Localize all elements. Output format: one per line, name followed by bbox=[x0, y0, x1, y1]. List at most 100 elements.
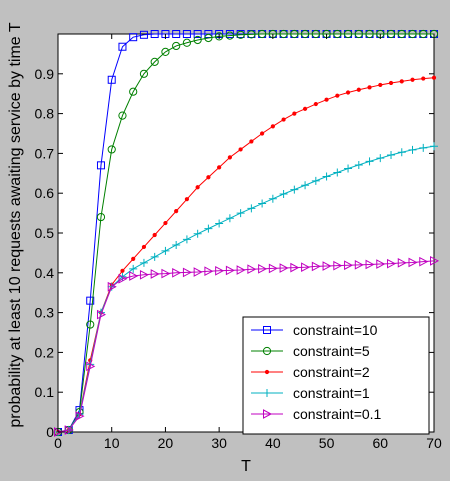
data-point bbox=[150, 57, 159, 66]
data-point bbox=[300, 29, 310, 39]
data-point bbox=[86, 361, 96, 372]
data-point bbox=[217, 165, 222, 170]
data-point bbox=[247, 204, 256, 213]
x-tick-label: 10 bbox=[104, 435, 120, 451]
legend-item: constraint=10 bbox=[251, 322, 378, 338]
legend-marker bbox=[263, 326, 271, 334]
data-point bbox=[225, 31, 234, 40]
data-point bbox=[139, 69, 149, 78]
data-point bbox=[139, 30, 148, 39]
legend-item: constraint=2 bbox=[251, 364, 370, 380]
data-point bbox=[376, 259, 386, 269]
data-point bbox=[139, 269, 150, 280]
legend: constraint=10 constraint=5 constraint=2 con… bbox=[242, 316, 430, 435]
data-point bbox=[430, 142, 438, 151]
data-point bbox=[204, 33, 213, 43]
data-point bbox=[311, 261, 321, 272]
data-point bbox=[172, 30, 181, 38]
data-point bbox=[236, 209, 245, 218]
data-point bbox=[129, 271, 139, 281]
y-tick-label: 0.2 bbox=[35, 344, 55, 360]
data-point bbox=[410, 77, 415, 82]
legend-label: constraint=5 bbox=[293, 343, 370, 359]
data-point bbox=[193, 229, 202, 238]
data-point bbox=[268, 194, 277, 203]
data-point bbox=[397, 148, 406, 157]
y-tick-label: 0 bbox=[46, 424, 54, 440]
data-point bbox=[193, 30, 202, 38]
data-point bbox=[215, 219, 224, 228]
data-point bbox=[333, 29, 342, 39]
data-point bbox=[344, 164, 353, 173]
data-point bbox=[345, 90, 351, 95]
data-point bbox=[397, 29, 406, 39]
y-tick-label: 0.1 bbox=[35, 384, 55, 400]
data-point bbox=[335, 93, 340, 98]
data-point bbox=[408, 29, 417, 39]
data-point bbox=[408, 257, 418, 268]
data-point bbox=[96, 161, 105, 170]
data-point bbox=[378, 82, 383, 88]
legend-label: constraint=2 bbox=[293, 364, 370, 380]
data-point bbox=[215, 265, 225, 276]
data-point bbox=[204, 224, 213, 233]
data-point bbox=[290, 185, 299, 194]
data-point bbox=[301, 262, 311, 273]
y-tick-label: 0.4 bbox=[35, 265, 55, 281]
data-point bbox=[107, 75, 116, 84]
data-point bbox=[430, 256, 440, 266]
legend-item: constraint=5 bbox=[251, 343, 370, 359]
x-axis-label: T bbox=[241, 458, 251, 475]
data-point bbox=[376, 154, 385, 163]
data-point bbox=[311, 29, 320, 39]
data-point bbox=[397, 258, 407, 268]
data-point bbox=[247, 30, 256, 39]
data-point bbox=[419, 143, 428, 152]
data-point bbox=[150, 252, 159, 261]
y-axis-label: probability at least 10 requests awaitin… bbox=[7, 22, 24, 427]
data-point bbox=[421, 76, 426, 81]
data-point bbox=[118, 111, 127, 120]
data-point bbox=[225, 214, 234, 223]
data-point bbox=[354, 29, 363, 39]
data-point bbox=[118, 273, 128, 284]
data-point bbox=[290, 29, 299, 39]
data-point bbox=[172, 41, 181, 51]
series-layer bbox=[53, 29, 440, 437]
y-tick-label: 0.3 bbox=[35, 305, 55, 321]
axis-ticks: 0 10 20 30 40 50 60 70 0 0.1 0.2 0.3 0.4 0.5 0.6 0.7 0.8… bbox=[35, 34, 442, 451]
data-point bbox=[388, 80, 394, 86]
data-point bbox=[356, 87, 361, 92]
data-point bbox=[279, 263, 289, 273]
legend-marker bbox=[264, 369, 270, 375]
legend-marker bbox=[263, 389, 271, 397]
data-point bbox=[152, 232, 157, 238]
data-point bbox=[258, 29, 267, 39]
data-point bbox=[302, 106, 308, 111]
x-tick-label: 40 bbox=[265, 435, 281, 451]
data-point bbox=[279, 189, 288, 198]
series-3 bbox=[54, 142, 438, 436]
data-point bbox=[354, 260, 364, 270]
y-tick-label: 0.7 bbox=[35, 145, 55, 161]
series-line bbox=[57, 260, 435, 433]
data-point bbox=[182, 38, 192, 47]
data-point bbox=[129, 33, 138, 42]
data-point bbox=[131, 256, 136, 261]
data-point bbox=[313, 101, 318, 107]
data-point bbox=[343, 29, 353, 39]
data-point bbox=[431, 75, 437, 80]
data-point bbox=[227, 155, 232, 160]
series-line bbox=[57, 33, 434, 433]
data-point bbox=[365, 29, 374, 39]
data-point bbox=[64, 425, 74, 435]
data-point bbox=[206, 175, 211, 180]
y-tick-label: 0.9 bbox=[35, 66, 55, 82]
x-tick-label: 70 bbox=[426, 435, 442, 451]
data-point bbox=[247, 264, 257, 275]
data-point bbox=[399, 79, 404, 84]
series-1 bbox=[53, 29, 439, 437]
x-tick-label: 0 bbox=[54, 435, 62, 451]
data-point bbox=[324, 97, 329, 102]
